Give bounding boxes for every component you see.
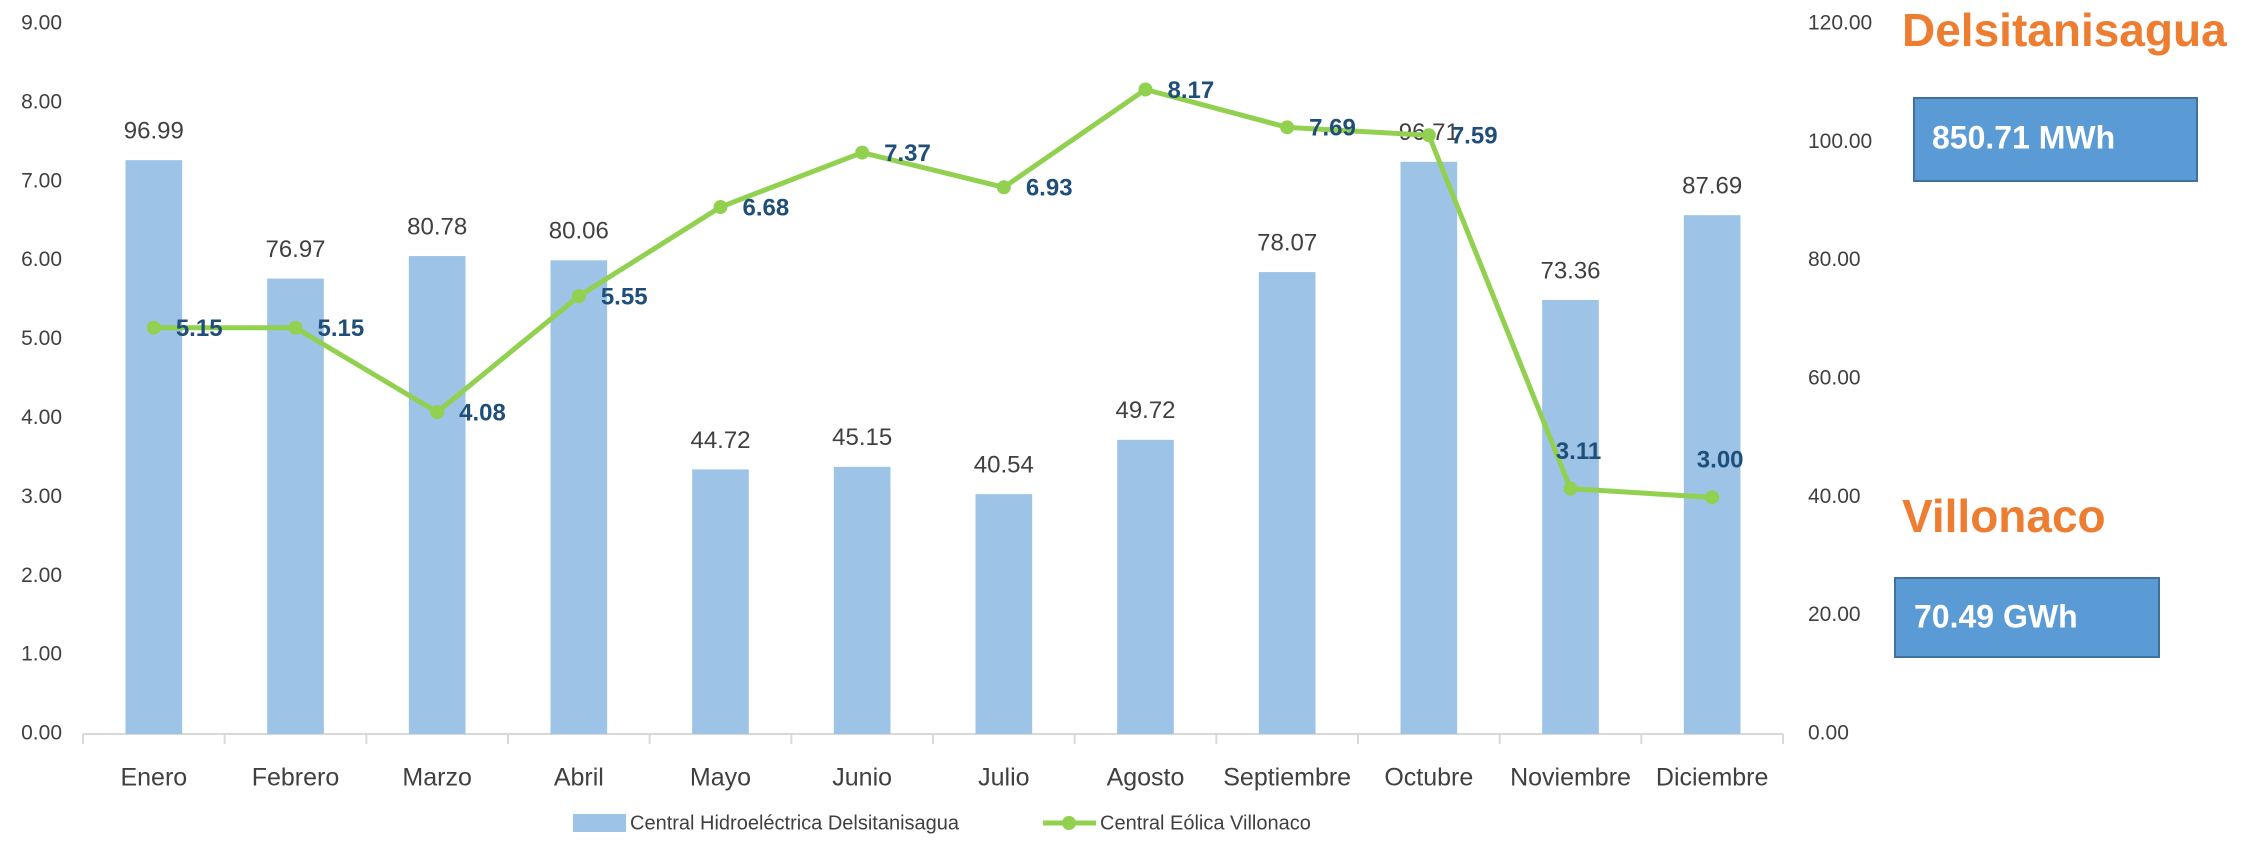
bar <box>692 469 749 734</box>
line-value-label: 3.11 <box>1556 438 1601 465</box>
x-tick-label: Enero <box>120 764 187 792</box>
bar-value-label: 73.36 <box>1540 257 1600 284</box>
legend-label: Central Eólica Villonaco <box>1100 812 1311 834</box>
line-point <box>855 145 870 160</box>
y2-tick-label: 20.00 <box>1808 603 1861 626</box>
annotation-title: Delsitanisagua <box>1902 4 2227 56</box>
line-point <box>146 320 161 335</box>
y-tick-label: 1.00 <box>21 643 62 666</box>
line-value-label: 7.37 <box>884 140 931 167</box>
x-tick-label: Junio <box>832 764 892 792</box>
annotation-title: Villonaco <box>1902 490 2106 542</box>
annotation-value: 70.49 GWh <box>1914 598 2078 634</box>
bar-value-label: 44.72 <box>690 427 750 454</box>
x-tick-label: Marzo <box>402 764 471 792</box>
x-tick-label: Julio <box>978 764 1029 792</box>
bar-value-label: 96.99 <box>124 117 184 144</box>
line-point <box>1421 128 1436 143</box>
legend-label: Central Hidroeléctrica Delsitanisagua <box>630 812 960 834</box>
x-tick-label: Septiembre <box>1223 764 1351 792</box>
x-tick-label: Abril <box>554 764 604 792</box>
line-point <box>1138 82 1153 97</box>
bar <box>833 466 891 734</box>
y-tick-label: 2.00 <box>21 564 62 587</box>
line-point <box>1280 120 1295 135</box>
bar-value-label: 45.15 <box>832 424 892 451</box>
x-tick-label: Diciembre <box>1656 764 1769 792</box>
line-point <box>571 289 586 304</box>
y2-tick-label: 80.00 <box>1808 248 1861 271</box>
y2-tick-label: 120.00 <box>1808 12 1872 35</box>
line-point <box>430 405 445 420</box>
line <box>153 86 1713 500</box>
line-point <box>1705 490 1720 505</box>
bar-value-label: 87.69 <box>1682 173 1742 200</box>
line-value-label: 3.00 <box>1697 447 1744 474</box>
line-point <box>713 200 728 215</box>
bar <box>1258 272 1316 734</box>
bar <box>125 160 183 734</box>
y-tick-label: 8.00 <box>21 90 62 113</box>
annotation-value: 850.71 MWh <box>1932 119 2115 155</box>
line-point <box>288 320 303 335</box>
bar <box>1542 299 1599 734</box>
line-value-label: 5.15 <box>176 315 223 342</box>
bar <box>408 256 466 734</box>
line-value-label: 7.69 <box>1309 115 1356 142</box>
line-value-label: 8.17 <box>1168 77 1215 104</box>
line-value-label: 6.68 <box>743 194 790 221</box>
line-value-label: 5.55 <box>601 284 648 311</box>
line-point <box>996 180 1011 195</box>
annotation-box <box>1913 97 2198 182</box>
x-tick-label: Mayo <box>690 764 751 792</box>
bar <box>1117 439 1174 734</box>
x-tick-label: Agosto <box>1107 764 1185 792</box>
bar-value-label: 40.54 <box>974 451 1034 478</box>
y2-tick-label: 40.00 <box>1808 485 1861 508</box>
annotation-box <box>1894 577 2160 658</box>
bar-value-label: 78.07 <box>1257 229 1317 256</box>
y-tick-label: 4.00 <box>21 406 62 429</box>
y-tick-label: 3.00 <box>21 485 62 508</box>
legend-swatch <box>1062 816 1076 830</box>
bar <box>550 260 608 734</box>
x-tick-label: Noviembre <box>1510 764 1631 792</box>
x-tick-label: Febrero <box>252 764 340 792</box>
line-value-label: 5.15 <box>318 315 365 342</box>
bar <box>1683 215 1741 735</box>
bar-value-label: 49.72 <box>1115 397 1175 424</box>
y-tick-label: 5.00 <box>21 327 62 350</box>
line-value-label: 4.08 <box>459 399 506 426</box>
bar <box>975 494 1033 734</box>
bar <box>267 278 324 734</box>
y-tick-label: 7.00 <box>21 169 62 192</box>
legend-swatch <box>573 814 626 832</box>
y-tick-label: 6.00 <box>21 248 62 271</box>
line-value-label: 7.59 <box>1451 123 1498 150</box>
y2-tick-label: 0.00 <box>1808 722 1849 745</box>
y-tick-label: 9.00 <box>21 12 62 35</box>
y-tick-label: 0.00 <box>21 722 62 745</box>
bar-value-label: 76.97 <box>265 236 325 263</box>
bar-value-label: 80.06 <box>549 218 609 245</box>
line-value-label: 6.93 <box>1026 175 1073 202</box>
line-point <box>1563 481 1578 496</box>
bar-value-label: 80.78 <box>407 213 467 240</box>
y2-tick-label: 100.00 <box>1808 130 1872 153</box>
y2-tick-label: 60.00 <box>1808 367 1861 390</box>
x-tick-label: Octubre <box>1384 764 1473 792</box>
bar <box>1400 161 1458 734</box>
